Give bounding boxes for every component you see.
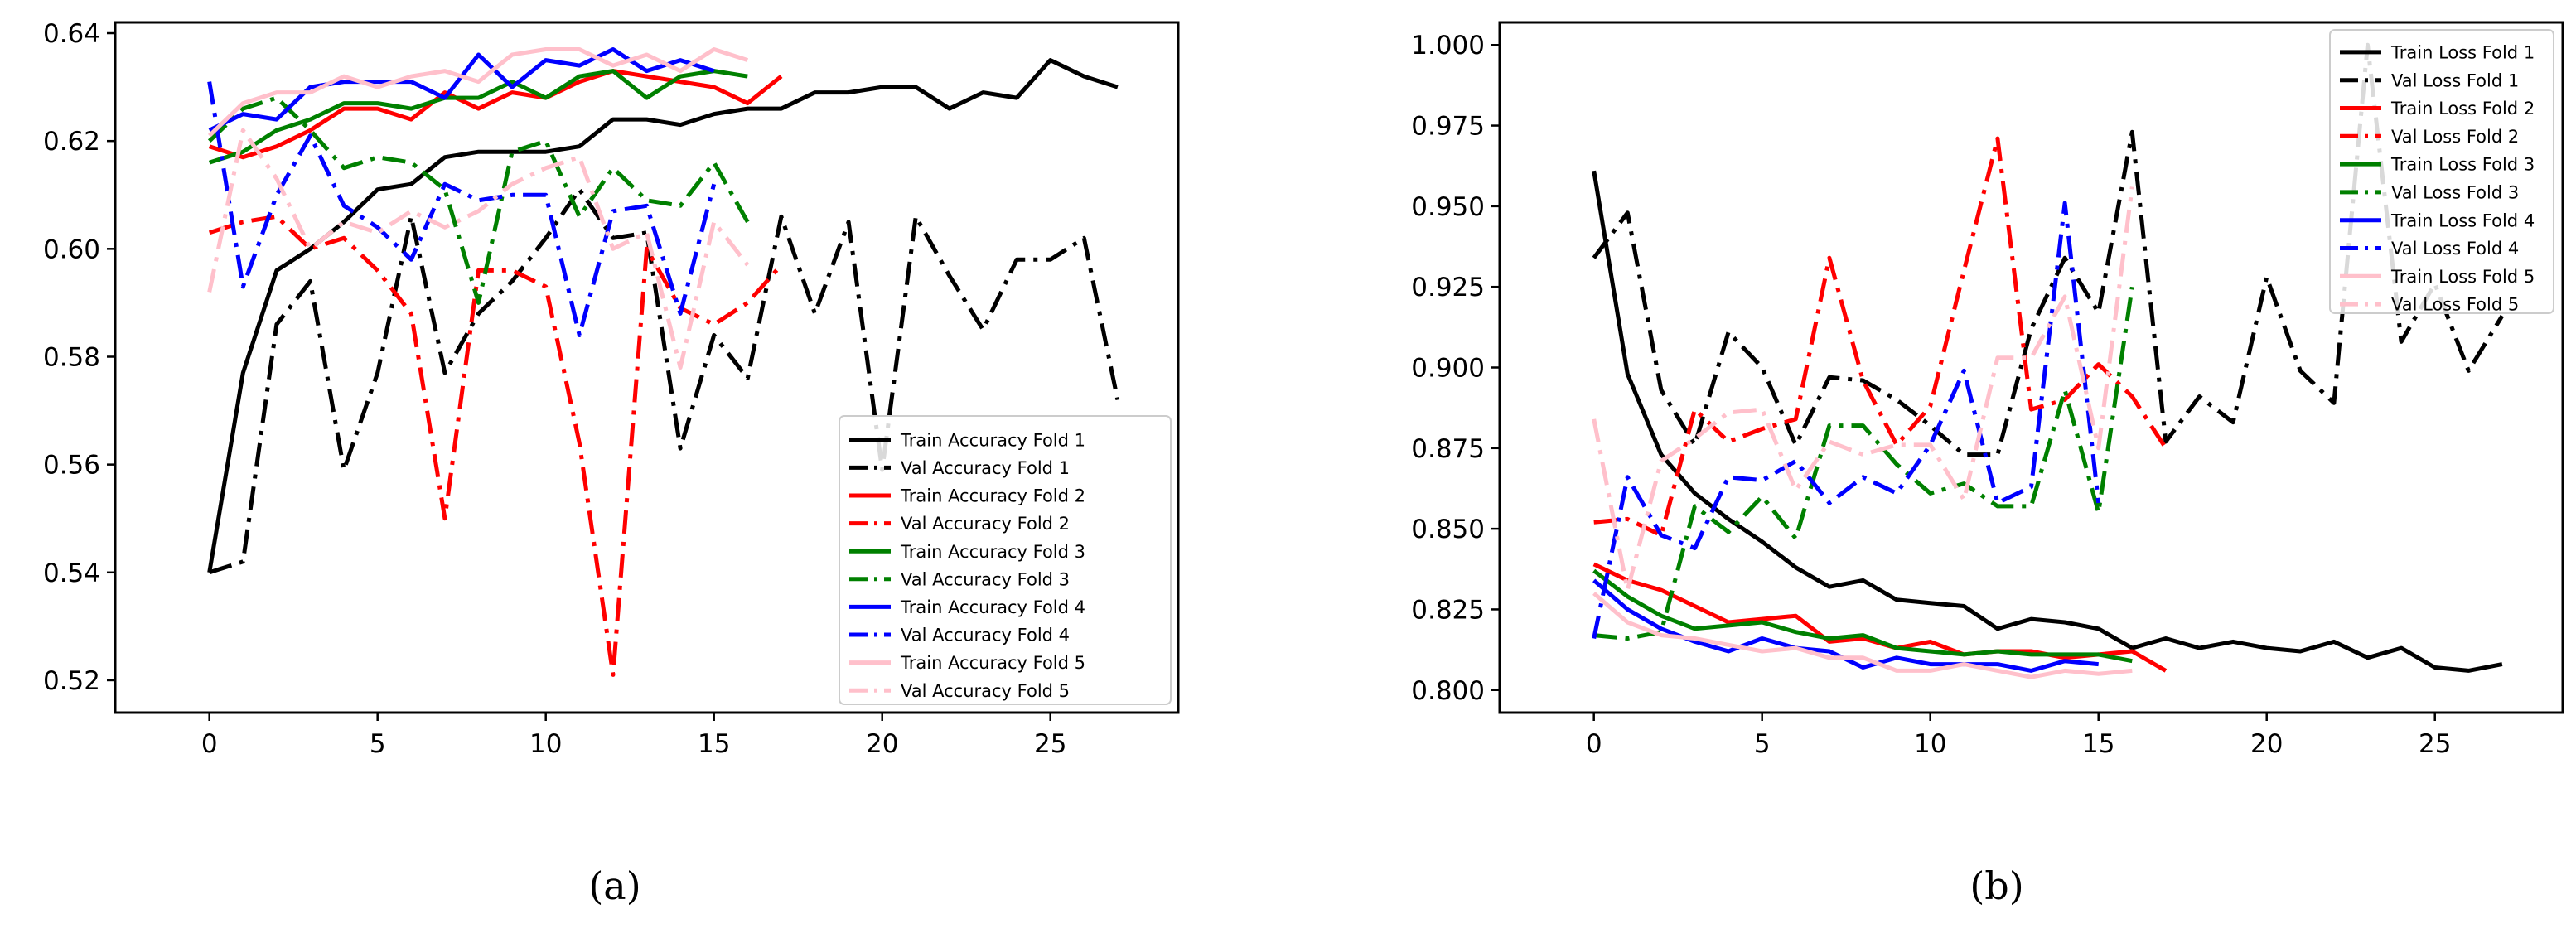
legend-label: Train Accuracy Fold 5	[900, 653, 1085, 673]
y-tick-label: 0.54	[43, 558, 100, 588]
y-tick-label: 0.875	[1411, 434, 1485, 464]
legend-label: Train Loss Fold 2	[2390, 99, 2535, 118]
series-line-val-accuracy-fold-1	[208, 187, 1120, 575]
legend-label: Val Loss Fold 4	[2391, 239, 2519, 259]
legend-label: Val Loss Fold 1	[2391, 70, 2519, 90]
chart-a-accuracy: 0 5 10 15 20 25 0.52 0.54 0.56 0.58 0.60 0.62 0.64 Tr…	[43, 19, 1180, 908]
series-line-val-loss-fold-3	[1593, 286, 2134, 641]
y-tick-label: 0.58	[43, 342, 100, 372]
axes-frame	[114, 21, 1180, 714]
subfigure-caption: (a)	[588, 863, 640, 908]
legend-label: Val Accuracy Fold 3	[901, 569, 1070, 589]
legend-label: Train Accuracy Fold 3	[900, 542, 1085, 562]
x-tick-label: 20	[2250, 729, 2283, 759]
series-line-train-loss-fold-3	[1592, 568, 2133, 664]
y-tick-label: 0.900	[1411, 354, 1485, 384]
legend-label: Train Loss Fold 3	[2390, 155, 2535, 175]
series-line-train-accuracy-fold-5	[207, 47, 749, 138]
legend: Train Accuracy Fold 1 Val Accuracy Fold 1…	[839, 415, 1172, 705]
legend-label: Train Accuracy Fold 2	[900, 486, 1085, 506]
series-line-val-loss-fold-5	[1592, 186, 2134, 592]
y-tick-label: 0.950	[1411, 192, 1485, 222]
legend: Train Loss Fold 1 Val Loss Fold 1 Train Lo…	[2329, 29, 2554, 315]
series-line-train-loss-fold-5	[1592, 592, 2133, 679]
y-tick-label: 0.62	[43, 127, 100, 157]
x-tick-label: 10	[529, 729, 562, 759]
x-tick-label: 15	[698, 729, 730, 759]
y-tick-label: 0.52	[43, 666, 100, 696]
series-line-val-accuracy-fold-5	[207, 128, 750, 370]
y-tick-label: 0.56	[43, 451, 100, 481]
legend-label: Val Accuracy Fold 1	[901, 458, 1070, 478]
x-tick-label: 10	[1914, 729, 1946, 759]
y-tick-label: 0.925	[1411, 273, 1485, 302]
series-layer	[207, 47, 1120, 677]
y-tick-label: 0.850	[1411, 515, 1485, 544]
series-line-train-accuracy-fold-3	[208, 69, 748, 165]
x-tick-label: 5	[370, 729, 386, 759]
subfigure-caption: (b)	[1969, 863, 2023, 908]
chart-b-loss: 0 5 10 15 20 25 0.800 0.825 0.850 0.875 0.900 0.925…	[1411, 21, 2564, 908]
x-tick-label: 15	[2082, 729, 2114, 759]
x-tick-label: 0	[1586, 729, 1602, 759]
legend-label: Val Loss Fold 2	[2391, 127, 2519, 147]
x-tick-label: 20	[866, 729, 898, 759]
y-tick-label: 0.975	[1411, 112, 1485, 142]
series-line-val-loss-fold-4	[1592, 201, 2101, 640]
legend-box	[2329, 29, 2554, 314]
y-tick-label: 0.64	[43, 19, 100, 49]
legend-label: Train Accuracy Fold 1	[900, 430, 1085, 450]
legend-label: Train Loss Fold 1	[2390, 42, 2535, 62]
series-layer	[1592, 42, 2505, 679]
legend-label: Train Accuracy Fold 4	[900, 597, 1085, 617]
legend-label: Val Loss Fold 5	[2391, 295, 2519, 315]
series-line-train-loss-fold-1	[1592, 170, 2503, 673]
x-tick-label: 25	[1034, 729, 1066, 759]
series-line-val-accuracy-fold-4	[207, 81, 717, 337]
x-tick-label: 0	[201, 729, 218, 759]
y-tick-label: 0.800	[1411, 676, 1485, 706]
y-tick-label: 0.60	[43, 234, 100, 264]
series-line-val-loss-fold-2	[1593, 136, 2168, 538]
legend-label: Val Accuracy Fold 5	[901, 681, 1070, 701]
y-tick-label: 1.000	[1411, 31, 1485, 60]
series-line-train-accuracy-fold-1	[207, 58, 1119, 573]
y-tick-label: 0.825	[1411, 595, 1485, 625]
series-line-train-accuracy-fold-2	[208, 69, 783, 160]
legend-label: Train Loss Fold 5	[2390, 267, 2535, 287]
legend-box	[839, 415, 1172, 705]
series-line-val-accuracy-fold-2	[208, 214, 783, 677]
x-tick-label: 5	[1754, 729, 1771, 759]
series-line-val-accuracy-fold-3	[207, 95, 750, 305]
legend-label: Val Accuracy Fold 4	[901, 626, 1070, 645]
legend-label: Val Accuracy Fold 2	[901, 514, 1070, 534]
x-tick-label: 25	[2419, 729, 2451, 759]
legend-label: Train Loss Fold 4	[2390, 210, 2535, 230]
legend-label: Val Loss Fold 3	[2391, 182, 2519, 202]
